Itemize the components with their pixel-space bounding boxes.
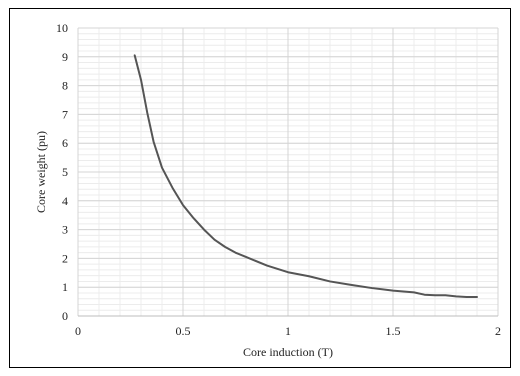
x-tick-label: 1.5 <box>386 324 401 338</box>
y-tick-label: 5 <box>62 165 68 179</box>
x-tick-label: 1 <box>285 324 291 338</box>
major-gridlines <box>77 27 499 317</box>
y-tick-label: 0 <box>62 309 68 323</box>
x-axis-title: Core induction (T) <box>243 345 333 359</box>
y-tick-label: 4 <box>62 194 68 208</box>
x-tick-labels: 0 0.5 1 1.5 2 <box>75 324 501 338</box>
y-axis-title: Core weight (pu) <box>34 131 48 213</box>
x-tick-label: 0 <box>75 324 81 338</box>
y-tick-label: 2 <box>62 251 68 265</box>
y-tick-label: 8 <box>62 79 68 93</box>
y-tick-label: 9 <box>62 50 68 64</box>
series-layer <box>133 54 478 298</box>
y-tick-labels: 0 1 2 3 4 5 6 7 8 9 10 <box>56 21 68 323</box>
y-tick-label: 3 <box>62 223 68 237</box>
y-tick-label: 6 <box>62 136 68 150</box>
y-tick-label: 7 <box>62 107 68 121</box>
y-tick-label: 1 <box>62 280 68 294</box>
y-tick-label: 10 <box>56 21 68 35</box>
core-weight-line <box>133 54 478 298</box>
x-tick-label: 2 <box>495 324 501 338</box>
x-tick-label: 0.5 <box>176 324 191 338</box>
